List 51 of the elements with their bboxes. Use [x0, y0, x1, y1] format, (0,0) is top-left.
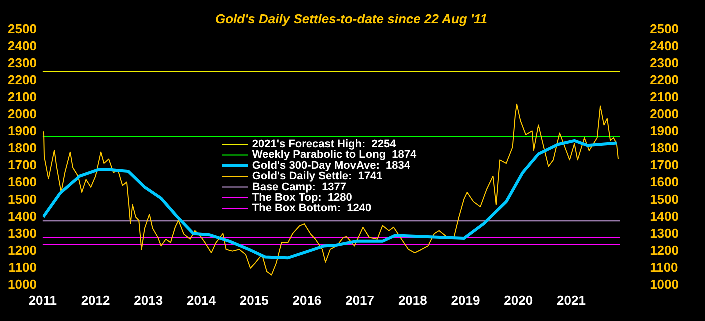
x-tick-label: 2015: [240, 292, 269, 308]
legend-label: The Box Top: 1280: [252, 192, 352, 204]
y-tick-label: 1300: [8, 226, 37, 241]
legend-label: 2021's Forecast High: 2254: [252, 138, 398, 151]
y2-tick-label: 1200: [650, 242, 679, 258]
y2-tick-label: 2400: [650, 38, 679, 54]
legend-label: Base Camp: 1377: [252, 181, 347, 194]
y2-tick-label: 2000: [650, 106, 679, 122]
y-tick-label: 1800: [8, 140, 37, 156]
legend-label: The Box Bottom: 1240: [252, 202, 372, 215]
x-tick-label: 2018: [398, 292, 428, 308]
y2-tick-label: 1100: [650, 260, 678, 275]
y-tick-label: 2100: [8, 90, 37, 105]
y2-tick-label: 2100: [650, 90, 679, 105]
y-tick-label: 2400: [8, 38, 37, 54]
legend-label: Gold's Daily Settle: 1741: [252, 170, 383, 183]
y-tick-label: 1900: [8, 124, 37, 139]
y2-tick-label: 2300: [650, 55, 679, 70]
y2-tick-label: 1800: [650, 140, 679, 156]
x-tick-label: 2020: [504, 292, 534, 308]
y2-tick-label: 1000: [650, 276, 679, 292]
y-tick-label: 1600: [8, 174, 37, 190]
y2-tick-label: 1300: [650, 226, 679, 241]
y-tick-label: 1100: [8, 260, 37, 275]
x-tick-label: 2011: [28, 292, 58, 308]
y2-tick-label: 1500: [650, 192, 679, 207]
legend-label: Gold's 300-Day MovAve: 1834: [252, 160, 412, 172]
x-tick-label: 2014: [187, 292, 217, 308]
y2-tick-label: 1700: [650, 158, 679, 173]
y2-tick-label: 1600: [650, 174, 679, 190]
x-tick-label: 2019: [451, 292, 480, 308]
y2-tick-label: 1900: [650, 124, 679, 139]
y-tick-label: 2000: [8, 106, 37, 122]
y-tick-label: 1200: [8, 242, 37, 258]
legend-label: Weekly Parabolic to Long 1874: [252, 149, 418, 162]
y2-tick-label: 2500: [650, 21, 679, 36]
x-tick-label: 2017: [346, 292, 374, 308]
y-tick-label: 2200: [8, 72, 37, 88]
y-tick-label: 1400: [8, 208, 37, 224]
y-tick-label: 2300: [8, 55, 37, 70]
y2-tick-label: 2200: [650, 72, 679, 88]
x-tick-label: 2021: [556, 292, 586, 308]
y-tick-label: 2500: [8, 21, 37, 36]
y-tick-label: 1000: [8, 276, 37, 292]
y2-tick-label: 1400: [650, 208, 679, 224]
y-tick-label: 1500: [8, 192, 37, 207]
x-tick-label: 2016: [292, 292, 322, 308]
y-tick-label: 1700: [8, 158, 37, 173]
x-tick-label: 2013: [134, 292, 164, 308]
x-tick-label: 2012: [81, 292, 110, 308]
chart-title: Gold's Daily Settles-to-date since 22 Aug '11: [215, 12, 488, 27]
